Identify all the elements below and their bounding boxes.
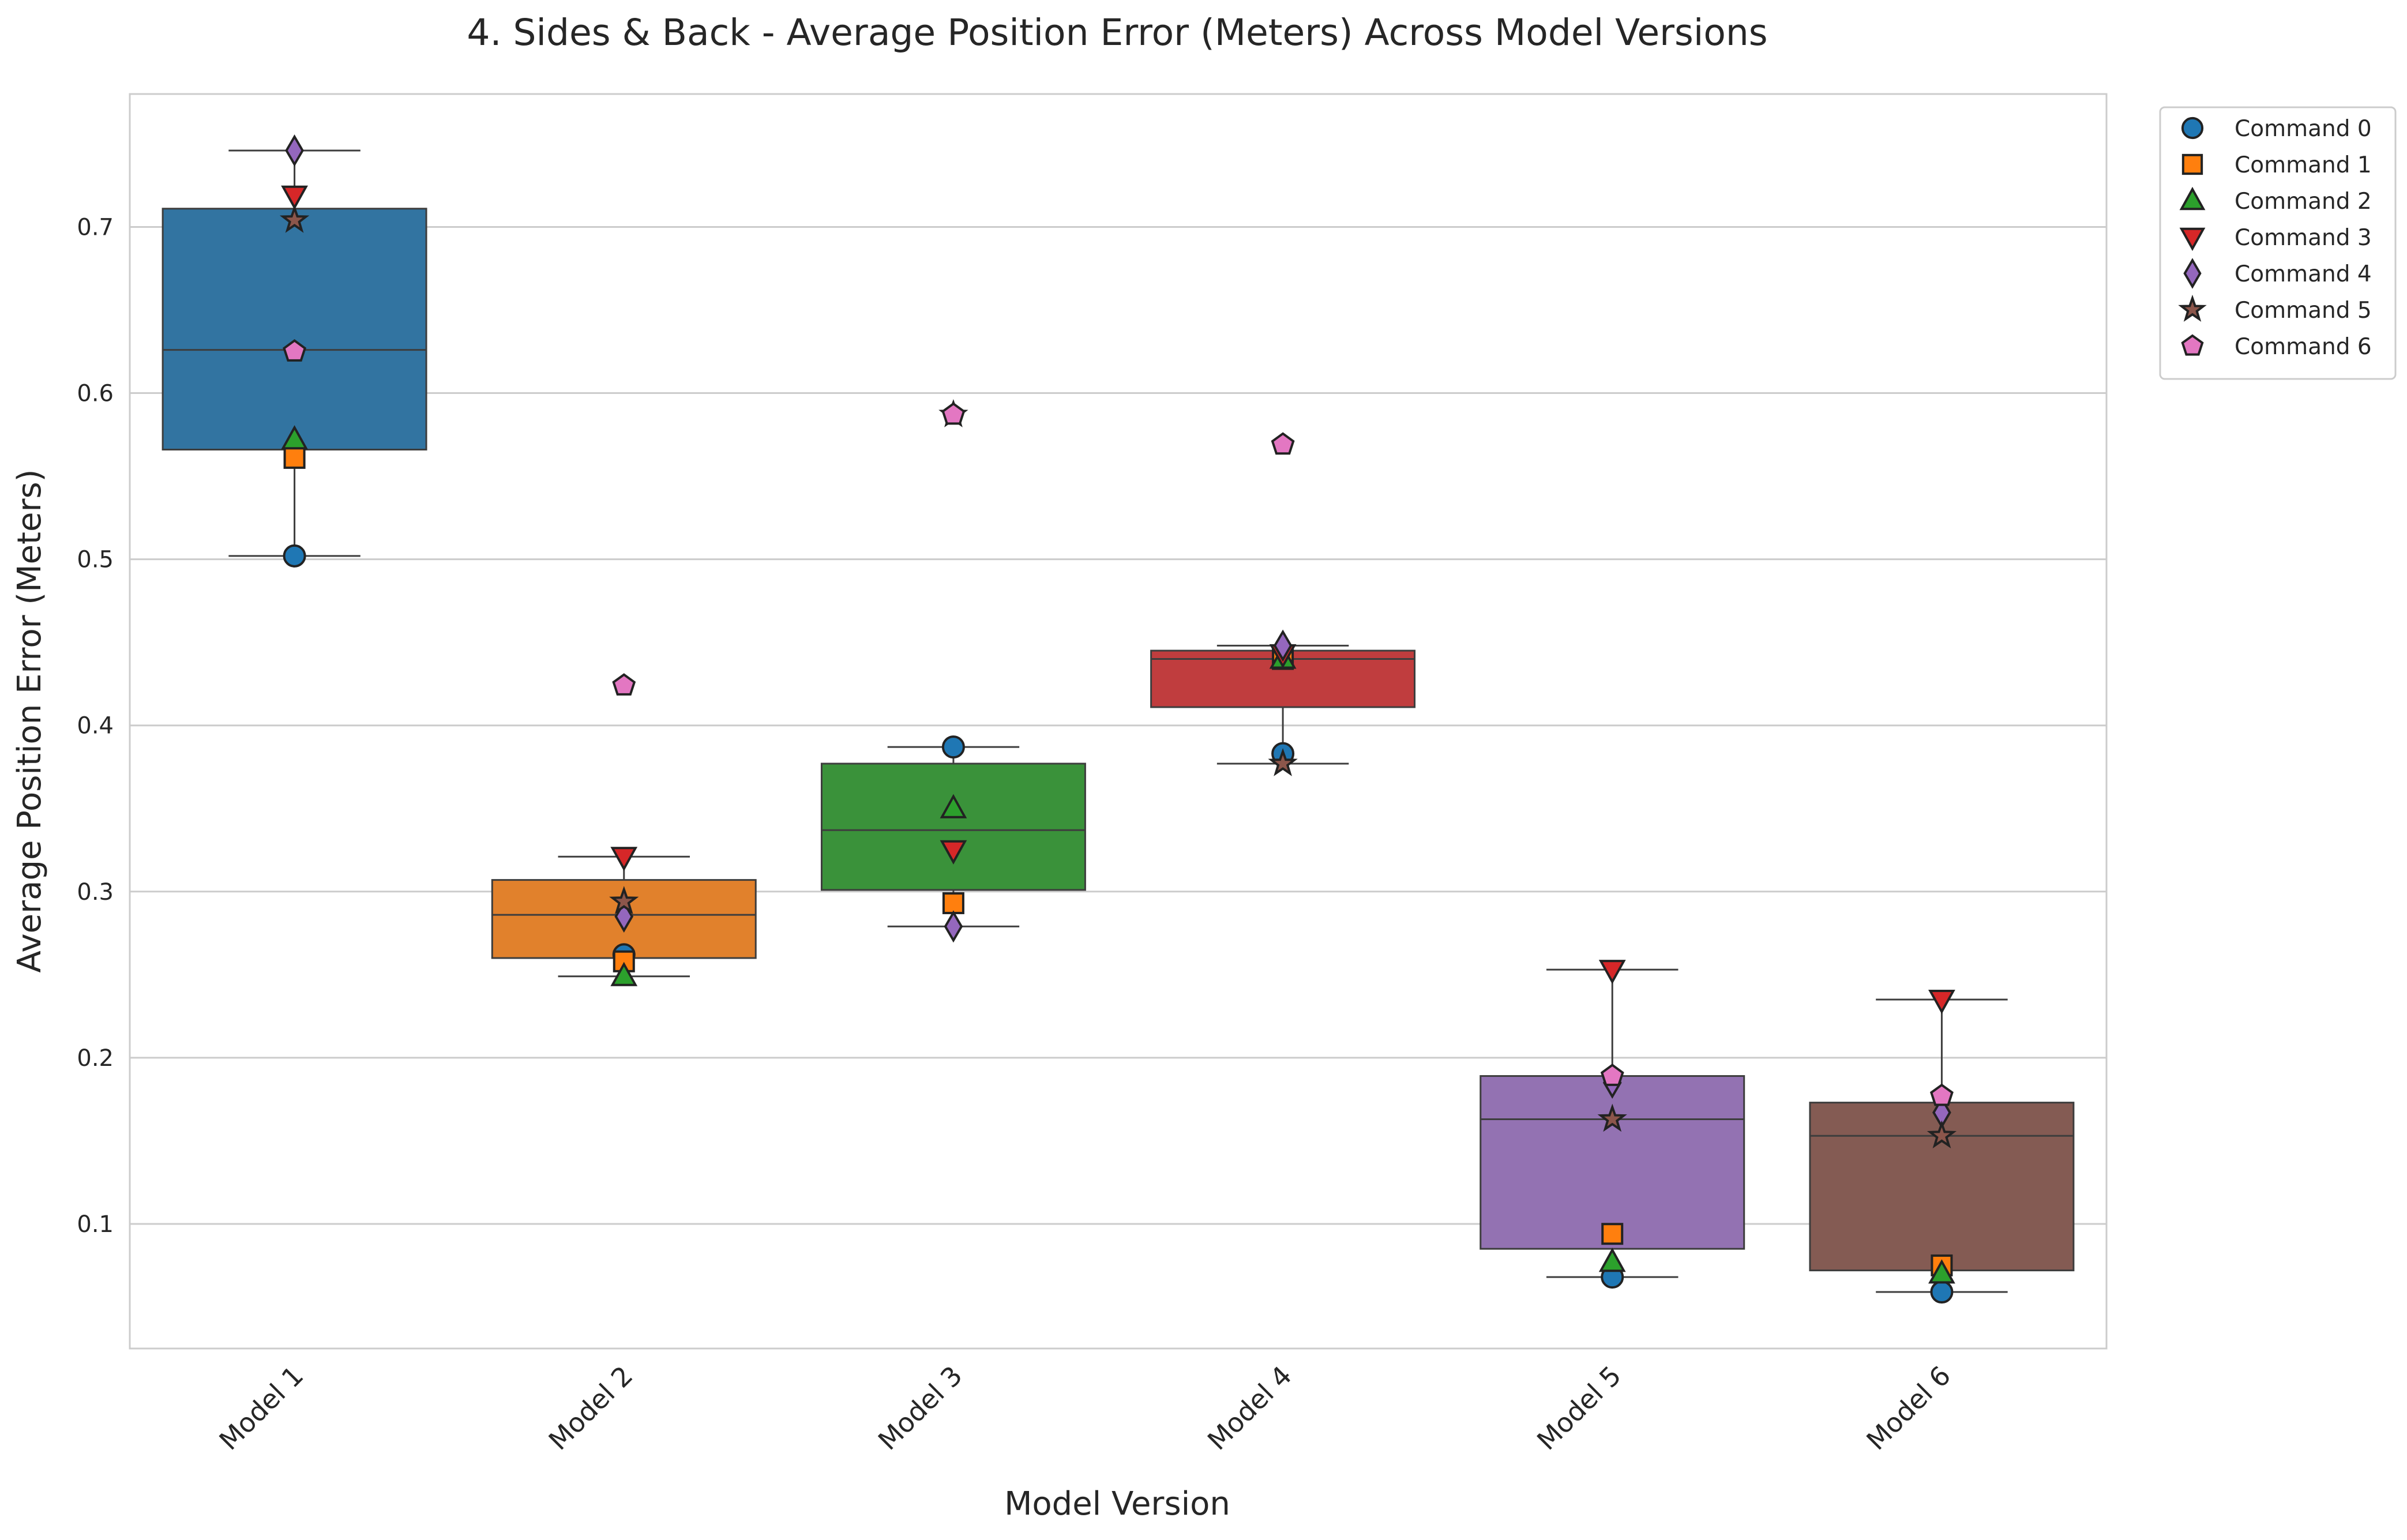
y-axis-title: Average Position Error (Meters) xyxy=(11,469,48,973)
x-axis-title: Model Version xyxy=(1004,1485,1230,1523)
y-tick-label: 0.1 xyxy=(77,1211,114,1238)
data-point xyxy=(1268,748,1298,776)
box-iqr xyxy=(162,208,427,450)
box-iqr xyxy=(1480,1075,1745,1250)
y-tick-label: 0.6 xyxy=(77,381,114,407)
data-point xyxy=(1928,990,1955,1015)
data-point xyxy=(1597,1103,1627,1132)
data-point xyxy=(610,961,638,986)
data-point xyxy=(940,840,967,865)
data-point xyxy=(940,794,967,818)
chart-title: 4. Sides & Back - Average Position Error… xyxy=(467,12,1767,54)
data-point xyxy=(1273,629,1293,662)
legend: Command 0 Command 1 Command 2 Command 3 Comm… xyxy=(2159,106,2397,380)
legend-item: Command 3 xyxy=(2179,225,2372,251)
y-tick-label: 0.2 xyxy=(77,1045,114,1072)
legend-marker xyxy=(2181,117,2204,140)
plot-frame xyxy=(129,93,2108,1350)
data-point xyxy=(283,339,307,362)
legend-label: Command 3 xyxy=(2235,225,2372,251)
data-point xyxy=(1928,1259,1955,1284)
data-point xyxy=(610,847,638,872)
data-point xyxy=(1929,1083,1954,1106)
data-point xyxy=(281,425,308,450)
data-points xyxy=(279,134,1957,1304)
legend-item: Command 5 xyxy=(2178,294,2372,324)
legend-item: Command 1 xyxy=(2181,152,2372,178)
data-point xyxy=(941,735,965,759)
legend-marker xyxy=(2181,334,2204,356)
data-point xyxy=(285,134,304,167)
y-tick-label: 0.5 xyxy=(77,547,114,573)
y-tick-label: 0.3 xyxy=(77,879,114,906)
data-point xyxy=(609,886,639,914)
y-tick-label: 0.4 xyxy=(77,713,114,739)
legend-marker xyxy=(2179,227,2206,251)
data-point xyxy=(1930,1280,1954,1304)
data-point xyxy=(942,892,964,914)
data-point xyxy=(612,673,636,696)
data-point xyxy=(283,544,306,568)
legend-marker xyxy=(2178,294,2207,322)
legend-marker xyxy=(2183,258,2202,289)
y-axis: 0.1 0.2 0.3 0.4 0.5 0.6 0.7 xyxy=(77,214,114,1237)
data-point xyxy=(1598,960,1626,985)
data-point xyxy=(1927,1120,1957,1149)
grid xyxy=(130,226,2106,1225)
legend-label: Command 5 xyxy=(2235,298,2372,324)
legend-item: Command 6 xyxy=(2181,334,2372,360)
box-iqr xyxy=(820,763,1086,891)
legend-item: Command 0 xyxy=(2181,116,2372,142)
legend-marker xyxy=(2179,186,2206,211)
data-point xyxy=(1598,1248,1626,1272)
series-command-6 xyxy=(283,339,1954,1106)
data-point xyxy=(1271,432,1295,455)
y-tick-label: 0.7 xyxy=(77,214,114,241)
data-point xyxy=(941,402,966,425)
data-point xyxy=(279,204,310,233)
legend-label: Command 6 xyxy=(2235,334,2372,360)
data-point xyxy=(281,185,308,210)
legend-item: Command 2 xyxy=(2179,186,2372,215)
legend-label: Command 1 xyxy=(2235,152,2372,178)
data-point xyxy=(1600,1064,1624,1086)
legend-item: Command 4 xyxy=(2183,258,2372,289)
series-command-2 xyxy=(281,425,1955,1284)
legend-frame xyxy=(2159,106,2397,380)
box-3 xyxy=(820,746,1086,927)
legend-label: Command 0 xyxy=(2235,116,2372,142)
legend-label: Command 4 xyxy=(2235,261,2372,287)
data-point xyxy=(283,446,306,469)
data-point xyxy=(944,910,963,943)
legend-label: Command 2 xyxy=(2235,189,2372,215)
series-command-3 xyxy=(281,185,1955,1015)
legend-marker xyxy=(2181,153,2203,175)
data-point xyxy=(1601,1223,1624,1245)
